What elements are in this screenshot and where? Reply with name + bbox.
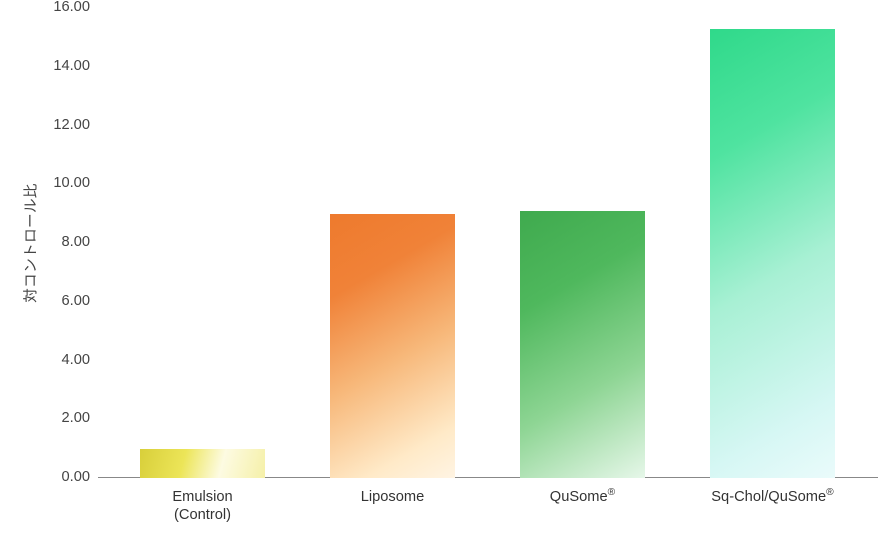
bar-sqchol-qusome	[710, 29, 835, 478]
plot-area: 0.002.004.006.008.0010.0012.0014.0016.00…	[98, 8, 858, 478]
y-tick-label: 0.00	[61, 469, 98, 485]
y-tick-label: 2.00	[61, 410, 98, 426]
y-tick-label: 6.00	[61, 293, 98, 309]
y-tick-label: 14.00	[53, 58, 98, 74]
x-category-label-sqchol-qusome: Sq-Chol/QuSome®	[711, 478, 833, 506]
y-tick-label: 4.00	[61, 352, 98, 368]
y-tick-label: 12.00	[53, 117, 98, 133]
y-tick-label: 10.00	[53, 175, 98, 191]
y-tick-label: 16.00	[53, 0, 98, 15]
bar-liposome	[330, 214, 455, 478]
y-tick-label: 8.00	[61, 234, 98, 250]
x-category-label-liposome: Liposome	[361, 478, 425, 506]
bar-emulsion	[140, 449, 265, 478]
x-category-label-emulsion: Emulsion(Control)	[172, 478, 232, 525]
y-axis-label: 対コントロール比	[20, 183, 41, 303]
x-category-label-qusome: QuSome®	[550, 478, 615, 506]
chart-container: 対コントロール比 0.002.004.006.008.0010.0012.001…	[0, 0, 885, 541]
y-gridline: 16.00	[98, 7, 858, 8]
bar-qusome	[520, 211, 645, 478]
